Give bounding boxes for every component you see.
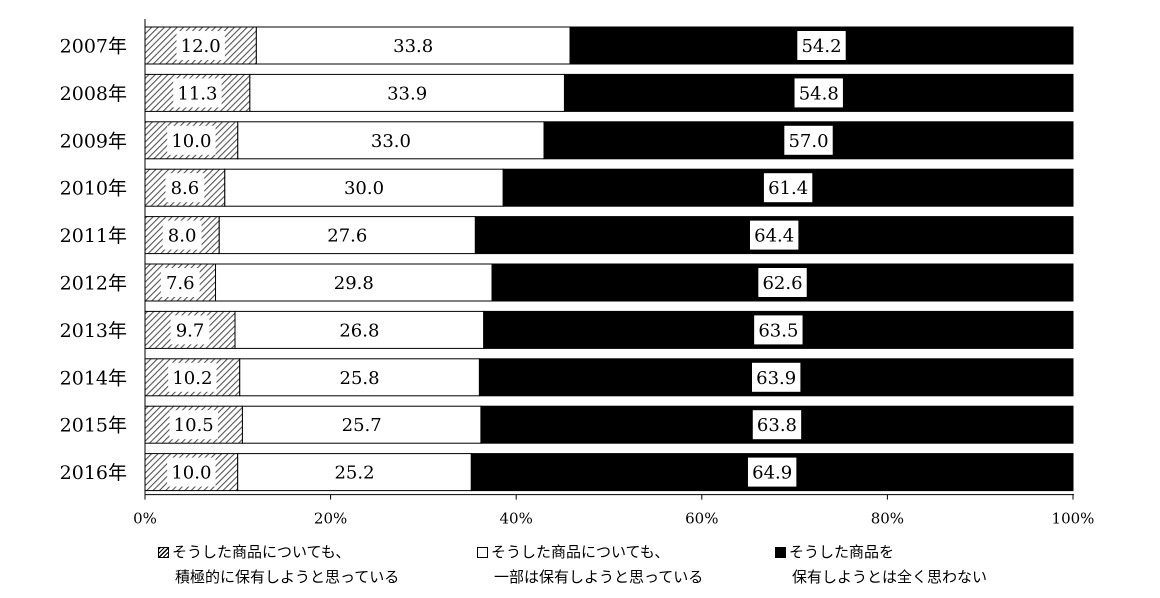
- x-tick-label: 0%: [133, 510, 157, 528]
- data-label: 26.8: [339, 320, 379, 341]
- data-label-box: [758, 268, 807, 297]
- data-label: 12.0: [181, 36, 221, 57]
- bar-segment-partial: [241, 405, 482, 444]
- data-label: 8.6: [171, 178, 200, 199]
- legend-label-partial-2: 一部は保有しようと思っている: [494, 568, 704, 586]
- x-tick-label: 80%: [871, 510, 904, 528]
- bar-segment-partial: [249, 73, 565, 112]
- data-label-box: [169, 410, 218, 440]
- data-label: 33.0: [371, 131, 411, 152]
- bar-segment-partial: [255, 26, 571, 65]
- black-swatch-icon: [775, 547, 786, 558]
- legend-label-partial-1: そうした商品についても、: [491, 543, 670, 561]
- bar-segment-partial: [234, 310, 485, 349]
- y-tick-label: 2007年: [60, 36, 127, 58]
- legend-item-active: そうした商品についても、 積極的に保有しようと思っている: [158, 540, 399, 590]
- data-label-box: [784, 125, 833, 155]
- data-label-box: [747, 457, 797, 487]
- data-label: 30.0: [344, 178, 384, 199]
- data-label: 25.8: [340, 368, 380, 389]
- data-label: 63.9: [756, 368, 796, 389]
- data-label-box: [749, 220, 799, 250]
- data-label: 33.9: [387, 83, 427, 104]
- x-tick-label: 60%: [685, 510, 718, 528]
- x-tick-label: 20%: [314, 510, 347, 528]
- data-label: 7.6: [166, 273, 195, 294]
- hatched-swatch-icon: [158, 547, 169, 558]
- legend-label-none-1: そうした商品を: [789, 543, 895, 561]
- y-tick-label: 2010年: [60, 178, 127, 200]
- data-label: 54.8: [799, 83, 839, 104]
- data-label-box: [160, 268, 200, 297]
- y-tick-label: 2014年: [60, 367, 127, 389]
- legend-label-active-1: そうした商品についても、: [172, 543, 351, 561]
- data-label-box: [173, 78, 222, 108]
- data-label: 62.6: [762, 273, 802, 294]
- y-tick-label: 2012年: [60, 273, 127, 295]
- bar-segment-partial: [237, 453, 472, 492]
- y-tick-label: 2013年: [60, 320, 127, 342]
- data-label: 8.0: [168, 226, 197, 247]
- data-label: 57.0: [788, 131, 828, 152]
- data-label-box: [170, 315, 210, 345]
- data-label-box: [754, 315, 803, 345]
- data-label-box: [794, 78, 843, 108]
- data-label-box: [752, 410, 802, 440]
- bar-segment-partial: [215, 263, 493, 302]
- y-tick-label: 2009年: [60, 130, 127, 152]
- white-swatch-icon: [477, 547, 488, 558]
- y-tick-label: 2015年: [60, 415, 127, 437]
- legend-item-none: そうした商品を 保有しようとは全く思わない: [775, 540, 987, 590]
- data-label-box: [167, 457, 216, 487]
- legend-label-none-2: 保有しようとは全く思わない: [792, 568, 988, 586]
- data-label: 63.5: [758, 320, 798, 341]
- bar-segment-partial: [218, 216, 476, 255]
- data-label: 64.9: [752, 463, 792, 484]
- x-tick-label: 100%: [1052, 510, 1095, 528]
- data-label: 61.4: [768, 178, 808, 199]
- data-label-box: [162, 220, 202, 250]
- data-label: 54.2: [801, 36, 841, 57]
- y-tick-label: 2008年: [60, 83, 127, 105]
- data-label: 10.5: [174, 415, 214, 436]
- data-label: 11.3: [177, 83, 217, 104]
- data-label: 25.7: [342, 415, 382, 436]
- bar-segment-partial: [237, 121, 545, 160]
- data-label: 10.0: [171, 131, 211, 152]
- bar-segment-partial: [224, 168, 504, 207]
- data-label: 25.2: [334, 463, 374, 484]
- data-label: 10.0: [171, 463, 211, 484]
- data-label: 9.7: [176, 320, 205, 341]
- data-label-box: [176, 31, 225, 60]
- data-label: 64.4: [754, 226, 794, 247]
- bar-segment-partial: [239, 358, 480, 397]
- x-tick-label: 40%: [500, 510, 533, 528]
- stacked-bar-chart: 2007年 12.0 33.8 54.2 2008年 11.3 33.9 54.8 2009年 1…: [60, 19, 1095, 528]
- data-label-box: [165, 173, 205, 203]
- data-label: 27.6: [327, 226, 367, 247]
- data-label: 33.8: [393, 36, 433, 57]
- data-label: 63.8: [757, 415, 797, 436]
- y-tick-label: 2016年: [60, 462, 127, 484]
- legend-item-partial: そうした商品についても、 一部は保有しようと思っている: [477, 540, 703, 590]
- data-label-box: [168, 362, 217, 392]
- data-label: 10.2: [172, 368, 212, 389]
- data-label: 29.8: [334, 273, 374, 294]
- data-label-box: [167, 125, 216, 155]
- data-label-box: [797, 31, 846, 60]
- data-label-box: [752, 362, 801, 392]
- legend-label-active-2: 積極的に保有しようと思っている: [175, 568, 400, 586]
- y-tick-label: 2011年: [60, 225, 127, 247]
- data-label-box: [763, 173, 813, 203]
